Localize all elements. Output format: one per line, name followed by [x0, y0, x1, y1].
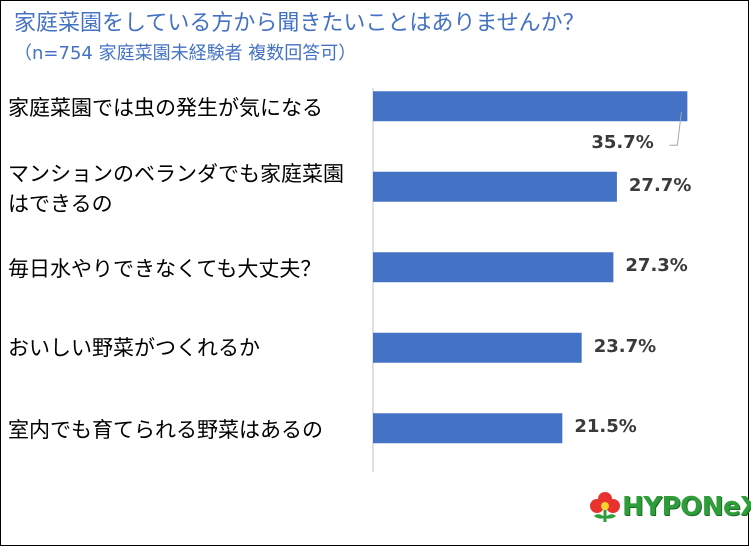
value-label-4: 21.5%: [574, 416, 637, 438]
category-label-4: 室内でも育てられる野菜はあるの: [8, 418, 323, 443]
value-label-3: 23.7%: [593, 335, 657, 357]
category-label-1: マンションのベランダでも家庭菜園はできるの: [8, 161, 344, 216]
chart-subtitle: （n=754 家庭菜園未経験者 複数回答可）: [14, 43, 357, 64]
value-leader-line-0: [669, 112, 682, 146]
category-label-0: 家庭菜園では虫の発生が気になる: [8, 96, 323, 121]
value-label-1: 27.7%: [628, 174, 692, 196]
category-label-2: 毎日水やりできなくても大丈夫？: [8, 257, 322, 282]
chart-title: 家庭菜園をしている方から聞きたいことはありませんか？: [14, 11, 585, 36]
bar-1: [373, 171, 617, 202]
value-label-0: 35.7%: [591, 132, 654, 154]
category-label-3: おいしい野菜がつくれるか: [8, 335, 260, 360]
bar-4: [373, 413, 563, 444]
logo-text: HYPONeX: [622, 492, 751, 522]
bar-2: [373, 252, 614, 283]
bar-0: [373, 91, 688, 122]
hyponex-logo: HYPONeX: [588, 490, 751, 524]
flower-logo-icon: [590, 492, 620, 522]
value-label-2: 27.3%: [625, 255, 688, 277]
bar-3: [373, 332, 582, 363]
